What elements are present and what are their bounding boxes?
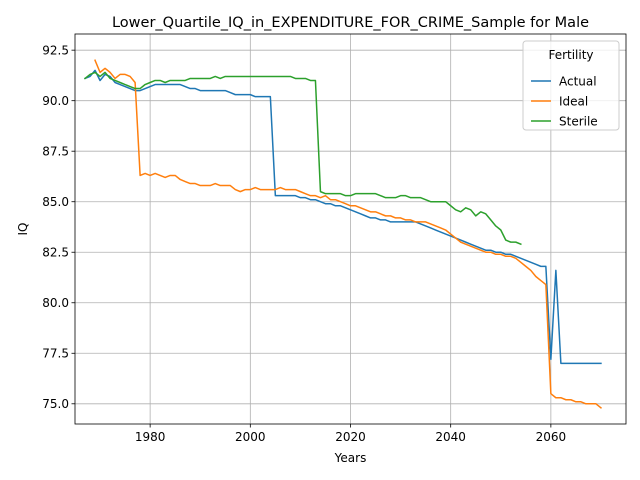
x-axis-label: Years — [334, 451, 367, 465]
x-tick-label: 2020 — [335, 430, 366, 444]
grid-lines — [75, 34, 626, 424]
y-tick-label: 77.5 — [42, 347, 69, 361]
y-axis-label: IQ — [16, 223, 30, 236]
x-tick-label: 1980 — [135, 430, 166, 444]
y-tick-label: 80.0 — [42, 296, 69, 310]
x-tick-label: 2000 — [235, 430, 266, 444]
series-lines — [83, 59, 603, 409]
legend: Fertility Actual Ideal Sterile — [522, 40, 620, 131]
chart-title: Lower_Quartile_IQ_in_EXPENDITURE_FOR_CRI… — [112, 15, 589, 31]
x-tick-label: 2040 — [435, 430, 466, 444]
legend-label-actual: Actual — [559, 74, 597, 88]
y-tick-label: 90.0 — [42, 94, 69, 108]
legend-label-ideal: Ideal — [559, 94, 588, 108]
legend-title: Fertility — [548, 48, 593, 62]
series-line-actual — [84, 69, 602, 365]
y-tick-label: 85.0 — [42, 195, 69, 209]
series-line-ideal — [94, 59, 603, 409]
y-tick-label: 92.5 — [42, 43, 69, 57]
y-tick-label: 87.5 — [42, 145, 69, 159]
legend-box — [522, 40, 620, 131]
y-tick-label: 75.0 — [42, 397, 69, 411]
x-tick-label: 2060 — [536, 430, 567, 444]
legend-label-sterile: Sterile — [559, 114, 598, 128]
y-tick-label: 82.5 — [42, 246, 69, 260]
legend-items: Actual Ideal Sterile — [531, 74, 598, 128]
series-line-sterile — [83, 71, 522, 246]
axis-ticks: 1980 2000 2020 2040 2060 75.0 77.5 80.0 82.5 85.0… — [42, 43, 566, 444]
